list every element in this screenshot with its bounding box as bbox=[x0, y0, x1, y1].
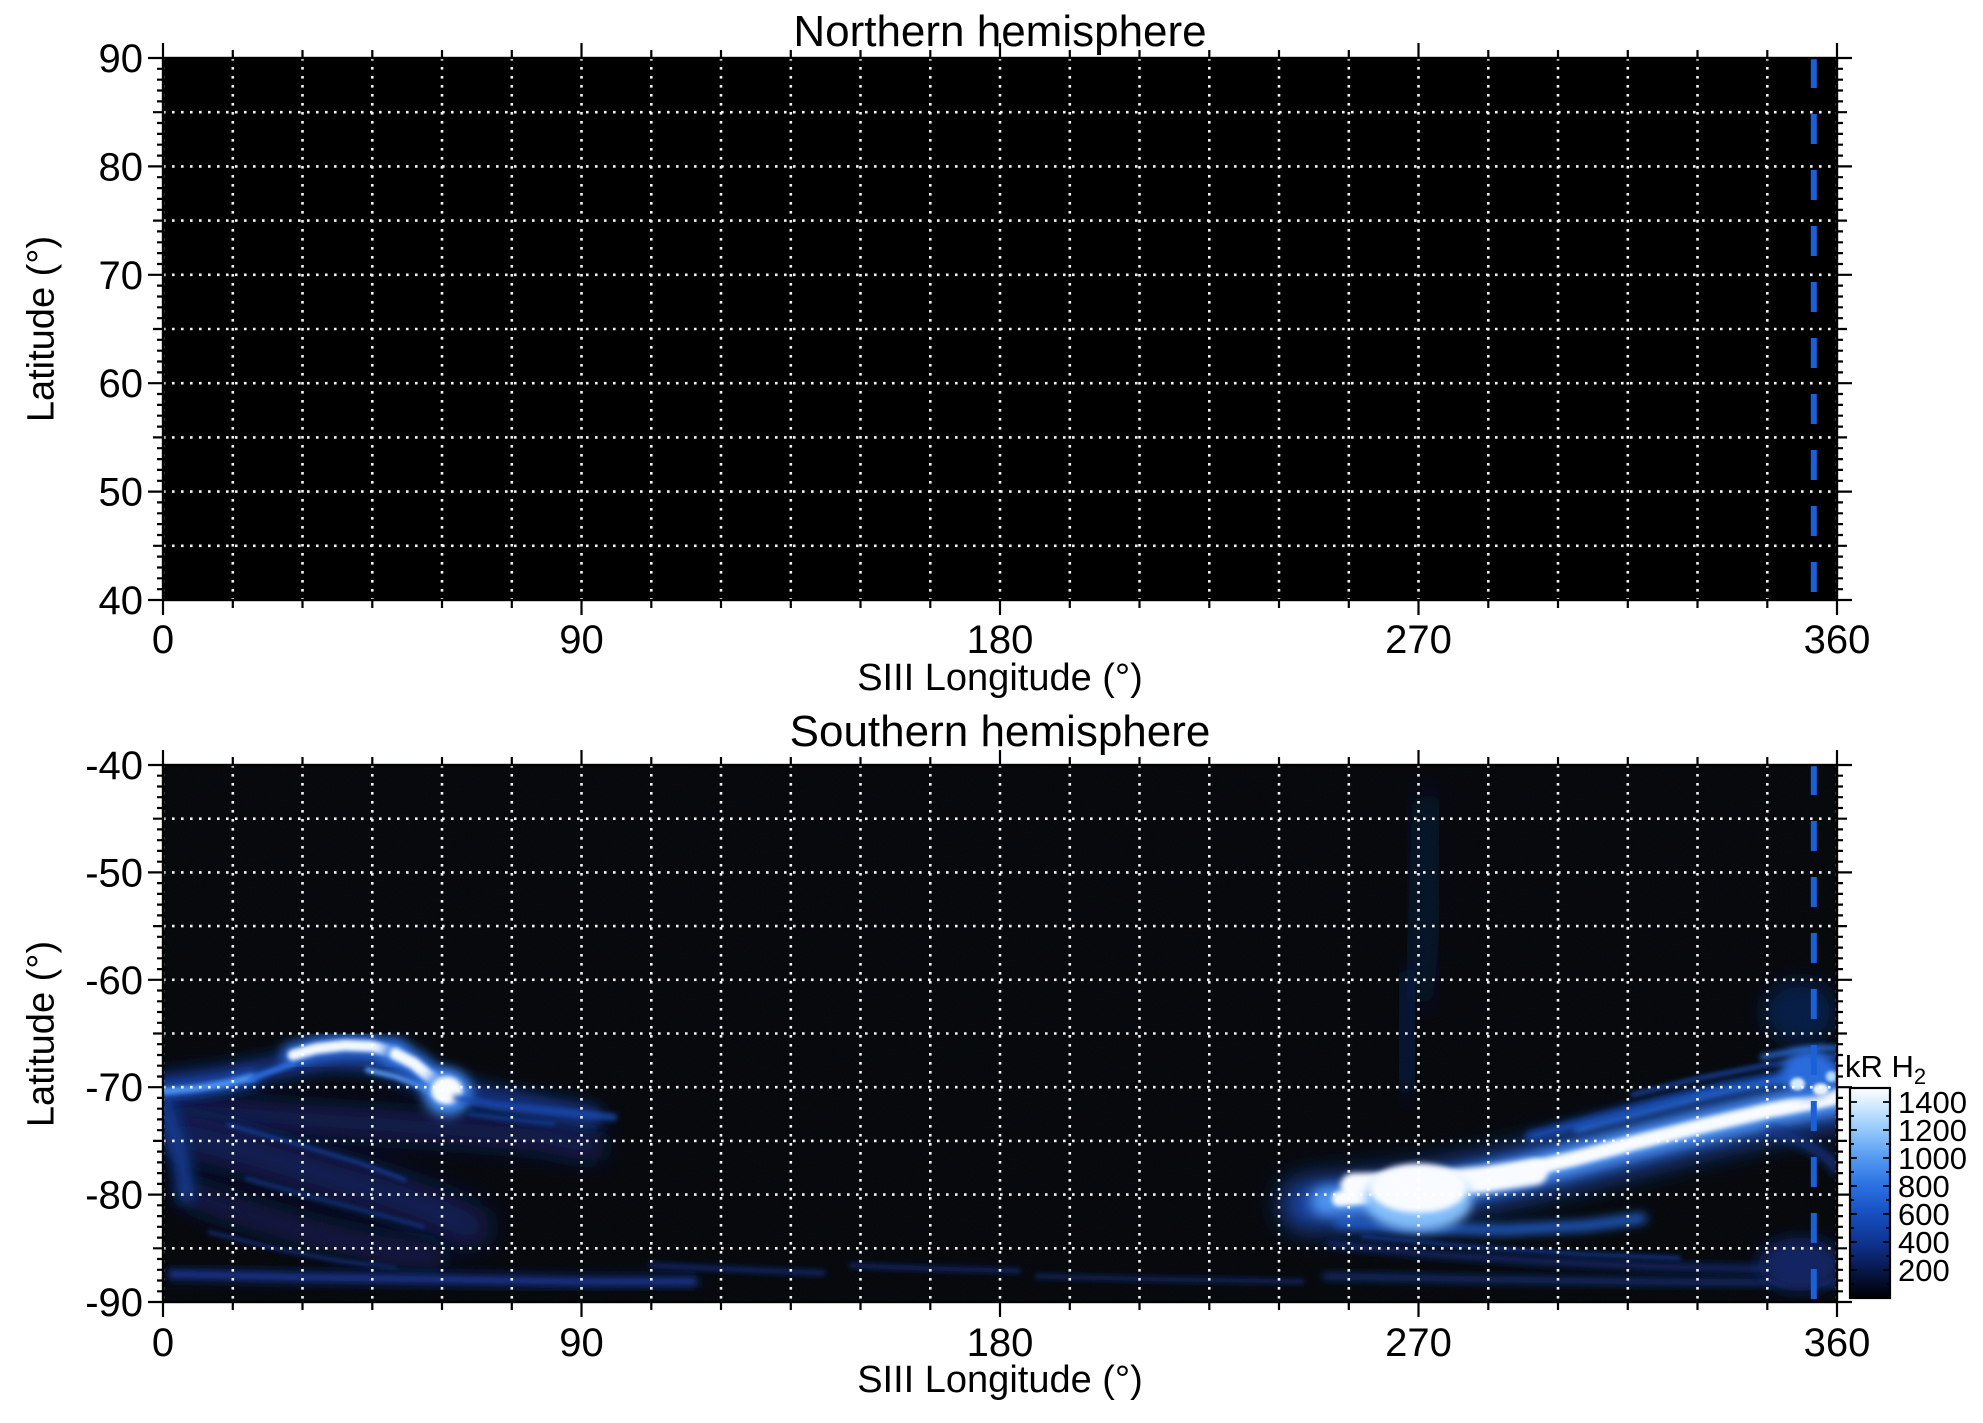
south-y-tick-label: -60 bbox=[85, 959, 143, 1003]
north-y-tick-label: 70 bbox=[99, 254, 144, 298]
south-x-tick-label: 90 bbox=[559, 1321, 604, 1365]
north-y-tick-label: 50 bbox=[99, 471, 144, 515]
colorbar-tick-label: 1400 bbox=[1898, 1085, 1967, 1120]
south-panel: 0 90 180 270 360 -40 -50 -60 -70 -80 -90 bbox=[85, 744, 1870, 1365]
north-x-tick-label: 0 bbox=[152, 618, 174, 662]
south-x-tick-label: 0 bbox=[152, 1321, 174, 1365]
north-y-tick-label: 90 bbox=[99, 37, 144, 81]
north-gridlines bbox=[163, 58, 1837, 600]
north-x-tick-label: 90 bbox=[559, 618, 604, 662]
south-x-tick-label: 270 bbox=[1385, 1321, 1452, 1365]
south-y-tick-label: -40 bbox=[85, 744, 143, 788]
colorbar-frame bbox=[1848, 1086, 1892, 1300]
colorbar-tick-label: 1000 bbox=[1898, 1141, 1967, 1176]
north-x-tick-label: 180 bbox=[967, 618, 1034, 662]
colorbar-title-text: kR H bbox=[1845, 1049, 1914, 1084]
north-x-tick-label: 360 bbox=[1804, 618, 1871, 662]
north-panel-title: Northern hemisphere bbox=[793, 7, 1207, 56]
north-x-tick-label: 270 bbox=[1385, 618, 1452, 662]
colorbar-tick-label: 800 bbox=[1898, 1169, 1950, 1204]
north-y-tick-label: 60 bbox=[99, 362, 144, 406]
south-y-axis-label: Latitude (°) bbox=[20, 940, 63, 1128]
north-y-axis-label: Latitude (°) bbox=[20, 235, 63, 423]
south-ticks bbox=[148, 750, 1852, 1317]
north-panel: 0 90 180 270 360 90 80 70 60 50 40 bbox=[99, 37, 1871, 662]
south-gridlines bbox=[163, 765, 1837, 1302]
north-ticks bbox=[148, 43, 1852, 615]
north-y-tick-label: 80 bbox=[99, 145, 144, 189]
south-y-tick-label: -70 bbox=[85, 1066, 143, 1110]
north-y-tick-label: 40 bbox=[99, 579, 144, 623]
south-y-tick-label: -90 bbox=[85, 1281, 143, 1325]
colorbar-tick-label: 400 bbox=[1898, 1225, 1950, 1260]
colorbar-tick-label: 1200 bbox=[1898, 1113, 1967, 1148]
colorbar-ticks bbox=[1850, 1101, 1890, 1285]
south-x-tick-label: 360 bbox=[1804, 1321, 1871, 1365]
colorbar-tick-label: 600 bbox=[1898, 1197, 1950, 1232]
south-panel-title: Southern hemisphere bbox=[789, 707, 1211, 756]
colorbar-title-subscript: 2 bbox=[1913, 1064, 1927, 1090]
south-x-tick-label: 180 bbox=[967, 1321, 1034, 1365]
north-x-axis-label: SIII Longitude (°) bbox=[857, 657, 1143, 699]
south-x-axis-label: SIII Longitude (°) bbox=[857, 1359, 1143, 1401]
colorbar-title: kR H2 bbox=[1845, 1049, 1926, 1090]
south-y-tick-label: -50 bbox=[85, 851, 143, 895]
colorbar-gradient bbox=[1850, 1088, 1890, 1298]
south-y-tick-label: -80 bbox=[85, 1174, 143, 1218]
colorbar-tick-label: 200 bbox=[1898, 1253, 1950, 1288]
